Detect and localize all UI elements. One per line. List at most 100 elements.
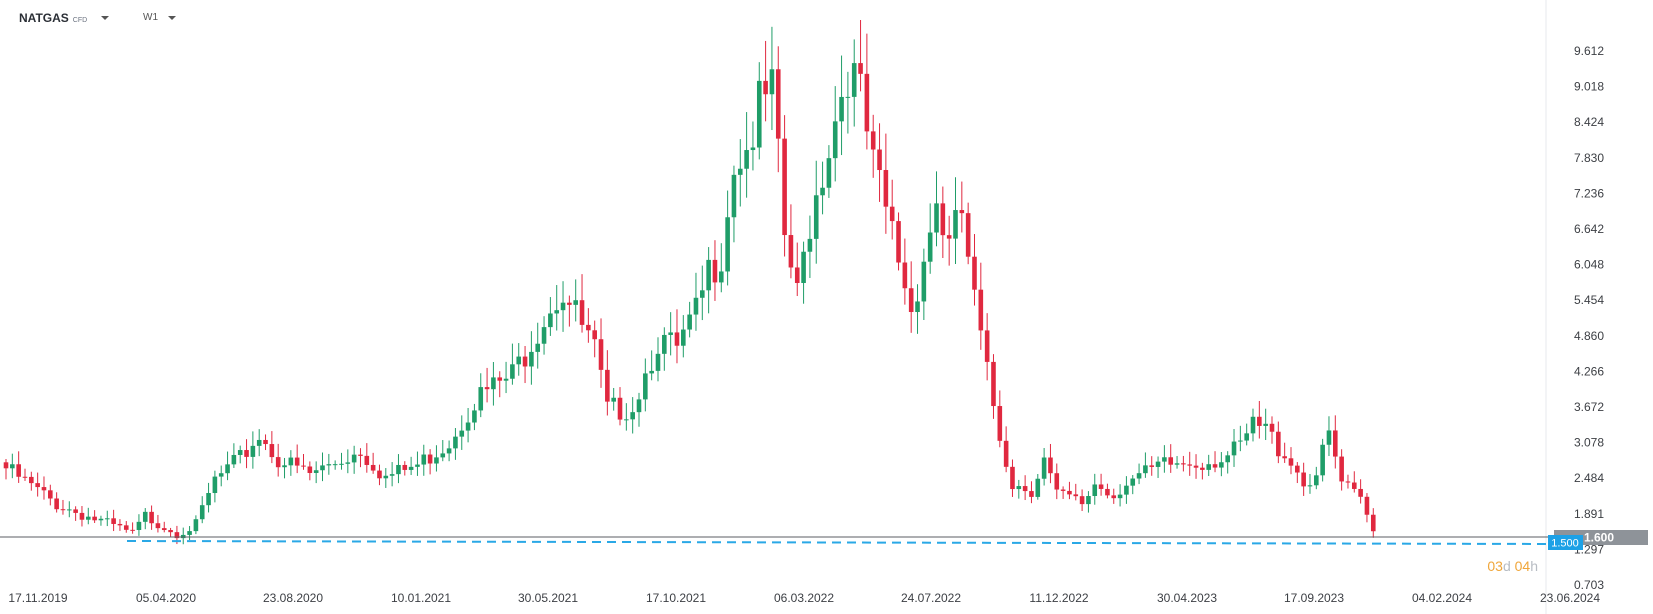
candle-up[interactable]	[472, 410, 477, 423]
candle-down[interactable]	[864, 73, 870, 132]
candle-up[interactable]	[1314, 475, 1319, 486]
candle-up[interactable]	[516, 356, 522, 365]
candle-down[interactable]	[174, 532, 180, 539]
candle-up[interactable]	[434, 457, 439, 464]
candle-down[interactable]	[73, 509, 78, 513]
candle-down[interactable]	[41, 487, 47, 491]
candle-up[interactable]	[801, 251, 806, 284]
candle-down[interactable]	[1010, 466, 1015, 490]
candle-up[interactable]	[326, 464, 332, 466]
candle-up[interactable]	[706, 259, 711, 291]
candle-up[interactable]	[1250, 416, 1256, 434]
candle-up[interactable]	[231, 454, 237, 465]
candle-up[interactable]	[1092, 484, 1098, 496]
horizontal-line-tag[interactable]	[1548, 535, 1583, 550]
candle-up[interactable]	[1238, 440, 1243, 442]
candle-up[interactable]	[693, 297, 699, 315]
candle-down[interactable]	[896, 221, 901, 263]
candle-up[interactable]	[1320, 444, 1325, 476]
candle-down[interactable]	[1105, 488, 1110, 496]
candle-down[interactable]	[775, 69, 781, 139]
candle-up[interactable]	[256, 439, 262, 446]
candle-down[interactable]	[484, 387, 490, 390]
timeframe-selector[interactable]: W1	[143, 12, 176, 23]
candle-down[interactable]	[1111, 495, 1117, 499]
candle-up[interactable]	[510, 364, 515, 379]
candle-down[interactable]	[997, 406, 1003, 441]
candle-down[interactable]	[1187, 464, 1193, 466]
candle-up[interactable]	[643, 373, 648, 400]
candle-down[interactable]	[1339, 456, 1344, 482]
candle-up[interactable]	[1231, 441, 1237, 456]
candle-up[interactable]	[320, 465, 325, 471]
candle-up[interactable]	[218, 473, 224, 477]
candle-down[interactable]	[1345, 481, 1351, 483]
candle-up[interactable]	[1219, 462, 1224, 468]
candle-down[interactable]	[782, 138, 787, 236]
candle-up[interactable]	[396, 464, 401, 475]
candle-down[interactable]	[92, 516, 97, 521]
candle-down[interactable]	[1333, 430, 1338, 457]
candle-up[interactable]	[548, 313, 553, 328]
candle-up[interactable]	[662, 334, 667, 354]
candle-down[interactable]	[1295, 465, 1300, 473]
candle-up[interactable]	[535, 343, 541, 352]
candle-down[interactable]	[16, 464, 21, 477]
candle-down[interactable]	[427, 454, 433, 464]
candle-up[interactable]	[478, 387, 484, 411]
candle-down[interactable]	[60, 509, 66, 511]
candle-up[interactable]	[687, 314, 692, 330]
candle-up[interactable]	[737, 168, 743, 175]
candle-down[interactable]	[978, 289, 984, 331]
candle-down[interactable]	[48, 490, 53, 499]
candle-up[interactable]	[440, 453, 446, 458]
candle-down[interactable]	[1060, 489, 1066, 491]
candle-down[interactable]	[1364, 496, 1370, 515]
candle-up[interactable]	[529, 351, 534, 367]
candle-down[interactable]	[1079, 496, 1085, 505]
candle-down[interactable]	[1181, 463, 1186, 465]
candle-up[interactable]	[554, 310, 560, 314]
candle-down[interactable]	[959, 210, 965, 214]
candle-up[interactable]	[104, 518, 110, 520]
candle-down[interactable]	[29, 476, 34, 484]
candle-down[interactable]	[763, 80, 768, 95]
candle-up[interactable]	[1041, 457, 1047, 479]
candle-down[interactable]	[579, 300, 585, 325]
candle-down[interactable]	[1257, 416, 1262, 426]
candle-up[interactable]	[351, 454, 357, 463]
candle-down[interactable]	[402, 464, 408, 470]
candle-up[interactable]	[1035, 478, 1041, 497]
candle-down[interactable]	[275, 457, 281, 468]
candle-down[interactable]	[161, 528, 167, 531]
candle-up[interactable]	[1124, 485, 1129, 495]
candle-down[interactable]	[1067, 490, 1072, 495]
candle-down[interactable]	[54, 498, 59, 510]
candle-up[interactable]	[453, 436, 458, 449]
candle-down[interactable]	[972, 256, 977, 290]
candle-up[interactable]	[1130, 478, 1136, 486]
candle-up[interactable]	[313, 470, 319, 473]
candle-down[interactable]	[364, 455, 370, 465]
candle-up[interactable]	[851, 63, 857, 97]
candle-down[interactable]	[1358, 488, 1363, 497]
candle-up[interactable]	[845, 96, 851, 98]
candle-up[interactable]	[1162, 457, 1167, 462]
candle-up[interactable]	[718, 271, 724, 283]
candle-up[interactable]	[649, 370, 654, 374]
candle-down[interactable]	[1073, 494, 1079, 497]
candle-up[interactable]	[199, 505, 205, 520]
candle-down[interactable]	[1351, 482, 1357, 489]
candle-up[interactable]	[250, 445, 256, 457]
candle-up[interactable]	[98, 518, 104, 521]
candle-down[interactable]	[307, 466, 313, 473]
candle-up[interactable]	[744, 150, 749, 169]
candle-down[interactable]	[902, 262, 908, 289]
symbol-selector[interactable]: NATGAS CFD	[19, 11, 110, 25]
candle-up[interactable]	[187, 531, 192, 535]
candle-up[interactable]	[681, 329, 686, 346]
candle-up[interactable]	[820, 187, 825, 196]
candle-down[interactable]	[1098, 484, 1104, 489]
candle-down[interactable]	[155, 523, 161, 529]
